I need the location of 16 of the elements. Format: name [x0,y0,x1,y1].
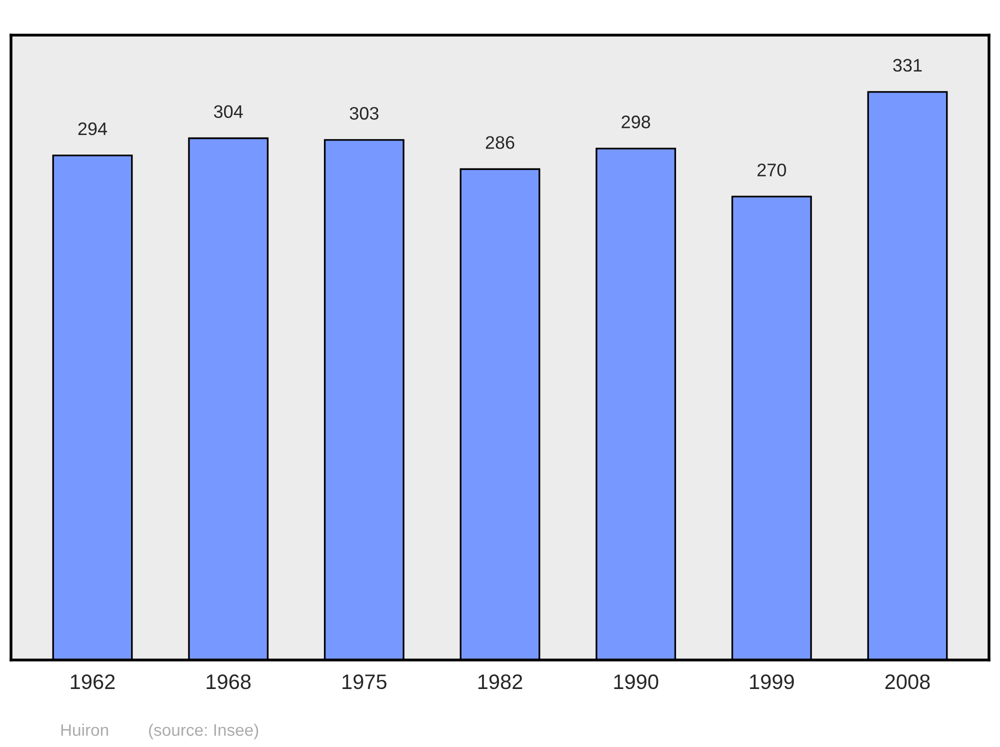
x-tick-label: 1999 [750,674,794,690]
x-tick-label: 1968 [206,674,251,690]
data-label: 331 [893,58,922,72]
text: Huiron [61,724,108,736]
data-label: 304 [214,105,243,118]
data-label: 303 [350,106,378,120]
x-tick-label: 2008 [885,674,930,690]
x-tick-label: 1990 [614,674,658,690]
data-label: 294 [78,122,108,136]
data-label: 270 [758,164,786,176]
x-tick-label: 1975 [342,674,386,690]
data-label: 298 [622,116,650,128]
x-tick-label: 1982 [478,674,522,690]
text: (source: Insee) [149,724,258,740]
x-tick-label: 1962 [70,674,115,690]
data-label: 286 [486,136,514,149]
